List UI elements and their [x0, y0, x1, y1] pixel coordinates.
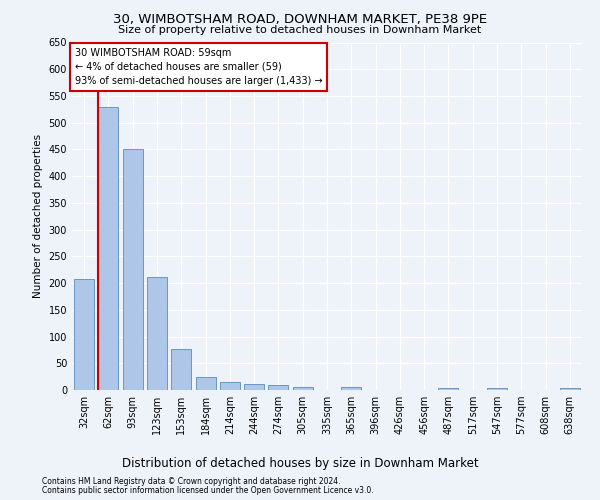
Bar [244, 384, 264, 390]
Text: Size of property relative to detached houses in Downham Market: Size of property relative to detached ho… [118, 25, 482, 35]
Bar [487, 388, 507, 390]
Bar [196, 376, 215, 390]
Bar [560, 388, 580, 390]
Text: Contains HM Land Registry data © Crown copyright and database right 2024.: Contains HM Land Registry data © Crown c… [42, 477, 341, 486]
Text: Contains public sector information licensed under the Open Government Licence v3: Contains public sector information licen… [42, 486, 374, 495]
Bar [123, 150, 143, 390]
Bar [98, 106, 118, 390]
Bar [341, 388, 361, 390]
Bar [439, 388, 458, 390]
Text: 30 WIMBOTSHAM ROAD: 59sqm
← 4% of detached houses are smaller (59)
93% of semi-d: 30 WIMBOTSHAM ROAD: 59sqm ← 4% of detach… [74, 48, 322, 86]
Bar [74, 280, 94, 390]
Text: 30, WIMBOTSHAM ROAD, DOWNHAM MARKET, PE38 9PE: 30, WIMBOTSHAM ROAD, DOWNHAM MARKET, PE3… [113, 12, 487, 26]
Bar [172, 349, 191, 390]
Bar [147, 276, 167, 390]
Bar [293, 388, 313, 390]
Bar [268, 385, 289, 390]
Bar [220, 382, 240, 390]
Text: Distribution of detached houses by size in Downham Market: Distribution of detached houses by size … [122, 458, 478, 470]
Y-axis label: Number of detached properties: Number of detached properties [33, 134, 43, 298]
